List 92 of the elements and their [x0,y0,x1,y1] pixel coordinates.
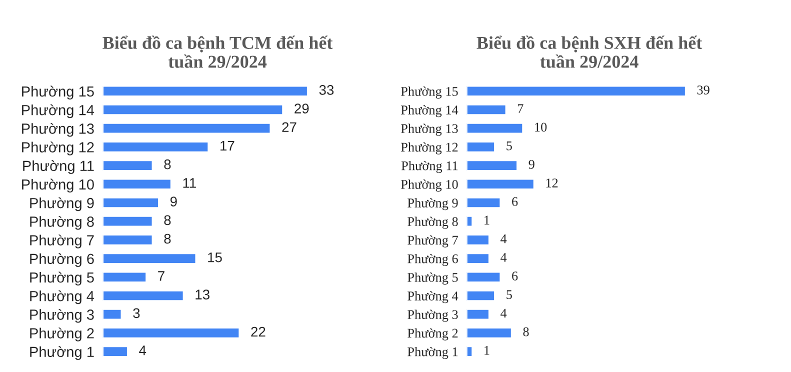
data-label: 12 [546,178,558,188]
bar [466,327,512,339]
data-label: 17 [220,140,234,151]
y-tick-label: Phường 11 [401,160,458,173]
bar [102,178,172,190]
data-label: 8 [523,327,529,336]
bar [102,160,154,172]
bar [102,141,210,153]
bar [466,346,473,358]
y-tick-label: Phường 5 [30,272,94,286]
y-tick-label: Phường 8 [408,216,458,229]
data-label: 13 [196,290,210,300]
y-tick-label: Phường 13 [22,122,94,137]
data-label: 15 [208,252,222,262]
data-label: 4 [500,253,507,262]
y-tick-label: Phường 14 [400,105,458,118]
bar [102,346,128,358]
bar [102,104,284,116]
bar [102,252,197,264]
bar [466,234,490,246]
data-label: 9 [528,160,534,169]
bar [466,141,496,153]
chart-title: Biểu đồ ca bệnh SXH đến hết tuần 29/2024 [476,36,702,68]
y-tick-label: Phường 2 [30,328,94,342]
y-tick-label: Phường 5 [408,272,458,285]
y-tick-label: Phường 11 [23,160,94,174]
bar [102,308,122,320]
data-label: 1 [484,216,490,225]
bar [102,196,160,209]
bar [102,85,308,97]
y-tick-label: Phường 7 [408,235,458,248]
y-tick-label: Phường 2 [408,328,458,340]
bar [102,290,184,302]
bar [102,234,154,246]
data-label: 3 [133,308,140,318]
data-label: 4 [500,308,507,318]
y-tick-label: Phường 1 [408,346,458,359]
y-tick-label: Phường 8 [30,216,94,230]
data-label: 5 [506,141,512,150]
data-label: 4 [500,234,507,244]
bar [102,216,154,228]
bar [466,252,490,264]
bar [466,85,686,97]
y-tick-label: Phường 12 [400,142,458,154]
bar [466,104,507,116]
bar [466,216,473,228]
y-tick-label: Phường 9 [30,197,94,212]
data-label: 4 [139,346,146,356]
bar [466,308,490,320]
y-tick-label: Phường 15 [400,86,458,99]
data-label: 6 [512,272,518,280]
y-tick-label: Phường 15 [22,86,94,100]
data-label: 1 [484,346,490,355]
y-tick-label: Phường 3 [30,308,94,323]
y-tick-label: Phường 10 [400,180,458,192]
y-tick-label: Phường 1 [30,346,94,360]
data-label: 8 [164,234,171,244]
y-tick-label: Phường 14 [22,104,94,118]
bar [102,271,147,283]
data-label: 6 [512,197,518,206]
y-tick-label: Phường 7 [30,234,94,248]
y-tick-label: Phường 13 [400,124,458,136]
data-label: 33 [319,85,334,95]
data-label: 27 [282,122,296,132]
chart-title: Biểu đồ ca bệnh TCM đến hết tuần 29/2024 [102,36,333,68]
data-label: 8 [164,159,171,170]
data-label: 10 [535,122,547,132]
data-label: 9 [170,196,177,206]
y-tick-label: Phường 9 [408,198,458,210]
bar [466,160,518,172]
bar [102,327,240,339]
bar [102,122,272,134]
y-tick-label: Phường 3 [408,310,458,322]
bar [466,122,524,134]
bar [466,178,535,190]
data-label: 29 [294,104,309,114]
y-tick-label: Phường 4 [408,291,458,304]
bar [466,196,502,209]
data-label: 22 [251,326,266,337]
data-label: 5 [506,290,512,300]
y-tick-label: Phường 6 [30,253,94,267]
y-tick-label: Phường 10 [22,178,94,193]
y-tick-label: Phường 12 [22,142,94,156]
data-label: 7 [158,271,164,281]
bar [466,271,502,283]
bar [466,290,496,302]
data-label: 7 [518,104,524,113]
y-tick-label: Phường 4 [30,290,94,304]
data-label: 11 [183,178,196,188]
data-label: 8 [164,215,171,226]
data-label: 39 [697,86,710,94]
y-tick-label: Phường 6 [408,254,458,266]
